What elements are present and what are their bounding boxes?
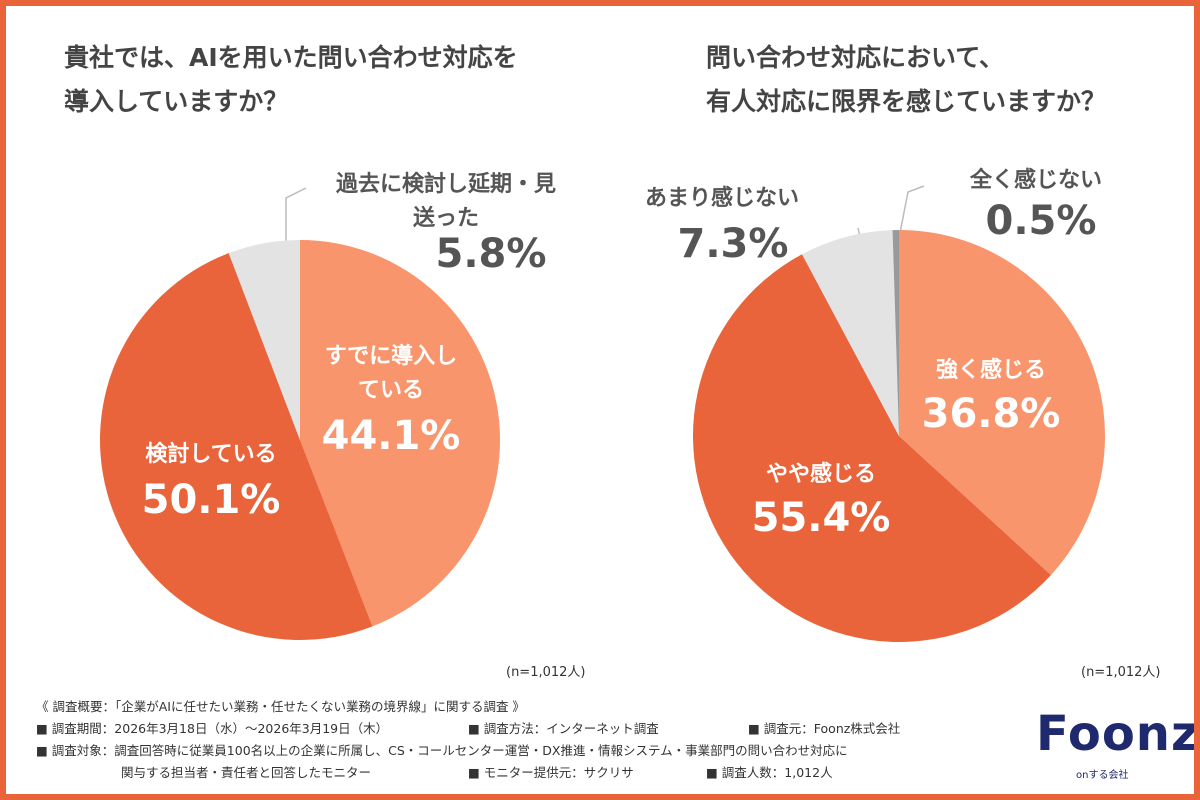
slice-label: すでに導入している [324, 344, 458, 403]
pie-slice [899, 230, 1105, 576]
sample-note: (n=1,012人) [1081, 665, 1161, 680]
slice-label: 強く感じる [935, 358, 1047, 383]
pie-slice [228, 240, 300, 440]
sample-note: (n=1,012人) [506, 665, 586, 680]
survey-text: ■ 調査方法：インターネット調査 [468, 721, 659, 736]
slice-label: あまり感じない [644, 186, 800, 211]
chart-title: 問い合わせ対応において、 [706, 43, 1005, 72]
leader-line [285, 187, 307, 242]
slice-value: 5.8% [435, 231, 547, 277]
slice-value: 7.3% [677, 221, 789, 267]
survey-text: ■ 調査元：Foonz株式会社 [748, 721, 901, 736]
pie-slice [300, 240, 500, 627]
survey-text: ■ 調査対象：調査回答時に従業員100名以上の企業に所属し、CS・コールセンター… [36, 743, 848, 758]
slice-label: 全く感じない [969, 168, 1103, 193]
slice-value: 50.1% [141, 477, 281, 523]
slice-value: 36.8% [921, 391, 1061, 437]
slice-value: 0.5% [985, 198, 1097, 244]
logo-tagline: onする会社 [1076, 770, 1129, 781]
slice-value: 44.1% [321, 413, 461, 459]
survey-text: 関与する担当者・責任者と回答したモニター [121, 765, 372, 780]
logo: Foonz [1036, 706, 1200, 762]
survey-text: ■ モニター提供元：サクリサ [468, 765, 634, 780]
chart-title: 有人対応に限界を感じていますか？ [706, 87, 1107, 116]
pie-slice [693, 254, 1051, 642]
slice-label: 検討している [145, 442, 277, 467]
pie-slice [802, 230, 899, 436]
survey-text: 《 調査概要：「企業がAIに任せたい業務・任せたくない業務の境界線」に関する調査… [36, 699, 525, 714]
charts [99, 185, 1105, 642]
chart-title: 導入していますか？ [64, 87, 289, 116]
slice-label: やや感じる [765, 462, 877, 487]
chart-title: 貴社では、AIを用いた問い合わせ対応を [64, 43, 518, 72]
pie-slice [99, 253, 373, 641]
slice-label: 過去に検討し延期・見送った [335, 172, 556, 231]
survey-text: ■ 調査期間：2026年3月18日（水）〜2026年3月19日（木） [36, 721, 389, 736]
slice-value: 55.4% [751, 495, 891, 541]
leader-line [898, 185, 925, 239]
survey-text: ■ 調査人数：1,012人 [706, 765, 833, 780]
pie-slice [892, 230, 899, 436]
